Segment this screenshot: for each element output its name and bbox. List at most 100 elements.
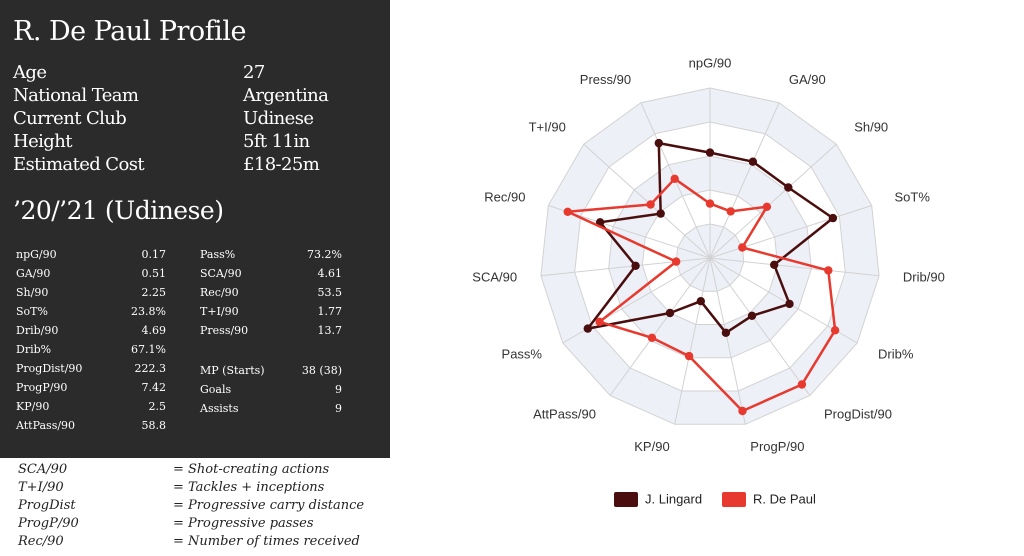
radar-data-point [696, 297, 705, 306]
radar-data-point [670, 174, 679, 183]
glossary-definition: = Progressive passes [173, 516, 314, 531]
radar-axis-line [609, 257, 711, 396]
stat-value: 73.2% [307, 248, 342, 261]
legend-label: J. Lingard [645, 491, 702, 506]
radar-data-point [824, 266, 833, 275]
stat-value: 4.61 [317, 267, 343, 280]
stat-value: 58.8 [141, 419, 167, 432]
stat-value: 0.17 [141, 248, 167, 261]
radar-data-point [583, 324, 592, 333]
radar-axis-label: SoT% [895, 190, 931, 205]
radar-axis-line [709, 143, 837, 259]
info-value: Argentina [243, 85, 329, 106]
info-label: Age [13, 62, 47, 83]
info-row-height: Height 5ft 11in [13, 131, 310, 152]
stat-label: SoT% [16, 305, 48, 318]
radar-data-point [726, 207, 735, 216]
radar-axis-label: KP/90 [634, 439, 669, 454]
stat-value: 53.5 [317, 286, 343, 299]
info-row-estimated-cost: Estimated Cost £18-25m [13, 154, 320, 175]
stat-value: 222.3 [134, 362, 167, 375]
stat-value: 23.8% [131, 305, 166, 318]
radar-data-point [646, 200, 655, 209]
radar-axis-line [674, 257, 711, 425]
profile-title: R. De Paul Profile [13, 16, 246, 47]
legend-swatch [614, 492, 638, 507]
glossary-term: ProgDist [18, 498, 76, 513]
info-value: 27 [243, 62, 265, 83]
radar-axis-label: Rec/90 [484, 190, 525, 205]
radar-data-point [705, 199, 715, 208]
stat-value: 9 [335, 402, 342, 415]
stat-value: 9 [335, 383, 342, 396]
stat-label: Assists [200, 402, 239, 415]
stat-label: Drib/90 [16, 324, 59, 337]
stat-label: Sh/90 [16, 286, 49, 299]
info-value: £18-25m [243, 154, 320, 175]
radar-axis-line [709, 257, 746, 425]
radar-axis-label: Drib% [878, 346, 914, 361]
stat-label: SCA/90 [200, 267, 242, 280]
radar-data-point [828, 213, 838, 223]
stat-label: AttPass/90 [16, 419, 76, 432]
stat-label: Pass% [200, 248, 236, 261]
radar-axis-label: ProgP/90 [750, 439, 804, 454]
radar-axis-label: GA/90 [789, 72, 826, 87]
stat-value: 4.69 [141, 324, 167, 337]
radar-data-point [762, 202, 772, 211]
radar-data-point [797, 380, 807, 389]
radar-axis-label: Press/90 [580, 72, 631, 87]
radar-data-point [647, 333, 657, 342]
radar-axis-label: Drib/90 [903, 270, 945, 285]
stat-value: 7.42 [141, 381, 167, 394]
stat-label: T+I/90 [200, 305, 239, 318]
radar-axis-label: SCA/90 [472, 270, 517, 285]
info-value: 5ft 11in [243, 131, 310, 152]
stat-label: npG/90 [16, 248, 57, 261]
radar-data-point [770, 260, 779, 269]
legend-swatch [722, 492, 746, 507]
radar-data-point [738, 406, 747, 416]
glossary-definition: = Shot-creating actions [173, 462, 330, 477]
stat-label: Goals [200, 383, 232, 396]
stat-value: 38 (38) [301, 364, 342, 377]
stat-label: GA/90 [16, 267, 51, 280]
radar-data-point [563, 207, 572, 216]
profile-panel: R. De Paul Profile Age 27 National Team … [0, 0, 390, 458]
radar-data-point [721, 328, 731, 337]
radar-data-point [748, 157, 758, 166]
stat-label: Drib% [16, 343, 52, 356]
info-value: Udinese [243, 108, 314, 129]
radar-data-point [672, 257, 681, 266]
radar-axis-line [709, 205, 872, 259]
radar-series-line [586, 141, 835, 335]
radar-data-point [654, 138, 663, 148]
glossary-term: Rec/90 [18, 534, 64, 549]
radar-axis-line [583, 143, 711, 259]
info-label: Height [13, 131, 72, 152]
radar-data-point [738, 243, 747, 252]
stat-label: ProgDist/90 [16, 362, 83, 375]
radar-axis-line [709, 257, 880, 277]
radar-axis-line [709, 102, 780, 259]
legend-label: R. De Paul [753, 491, 816, 506]
info-label: National Team [13, 85, 139, 106]
radar-series-line [566, 177, 837, 413]
info-label: Estimated Cost [13, 154, 145, 175]
season-title: ’20/’21 (Udinese) [13, 196, 224, 225]
radar-axis-label: Sh/90 [854, 120, 888, 135]
radar-axis-label: Pass% [502, 346, 543, 361]
stat-value: 1.77 [317, 305, 343, 318]
radar-data-point [656, 209, 665, 218]
radar-data-point [684, 351, 694, 361]
glossary-term: T+I/90 [18, 480, 64, 495]
stat-label: Rec/90 [200, 286, 239, 299]
radar-data-point [595, 317, 604, 326]
stat-value: 2.5 [148, 400, 167, 413]
stat-label: MP (Starts) [200, 364, 265, 377]
glossary-term: ProgP/90 [18, 516, 79, 531]
glossary-term: SCA/90 [18, 462, 68, 477]
radar-axis-label: ProgDist/90 [824, 406, 892, 421]
radar-chart: npG/90 GA/90 Sh/90 SoT% Drib/90 Drib% ProgDist… [472, 55, 945, 507]
radar-axis-label: T+I/90 [529, 120, 566, 135]
